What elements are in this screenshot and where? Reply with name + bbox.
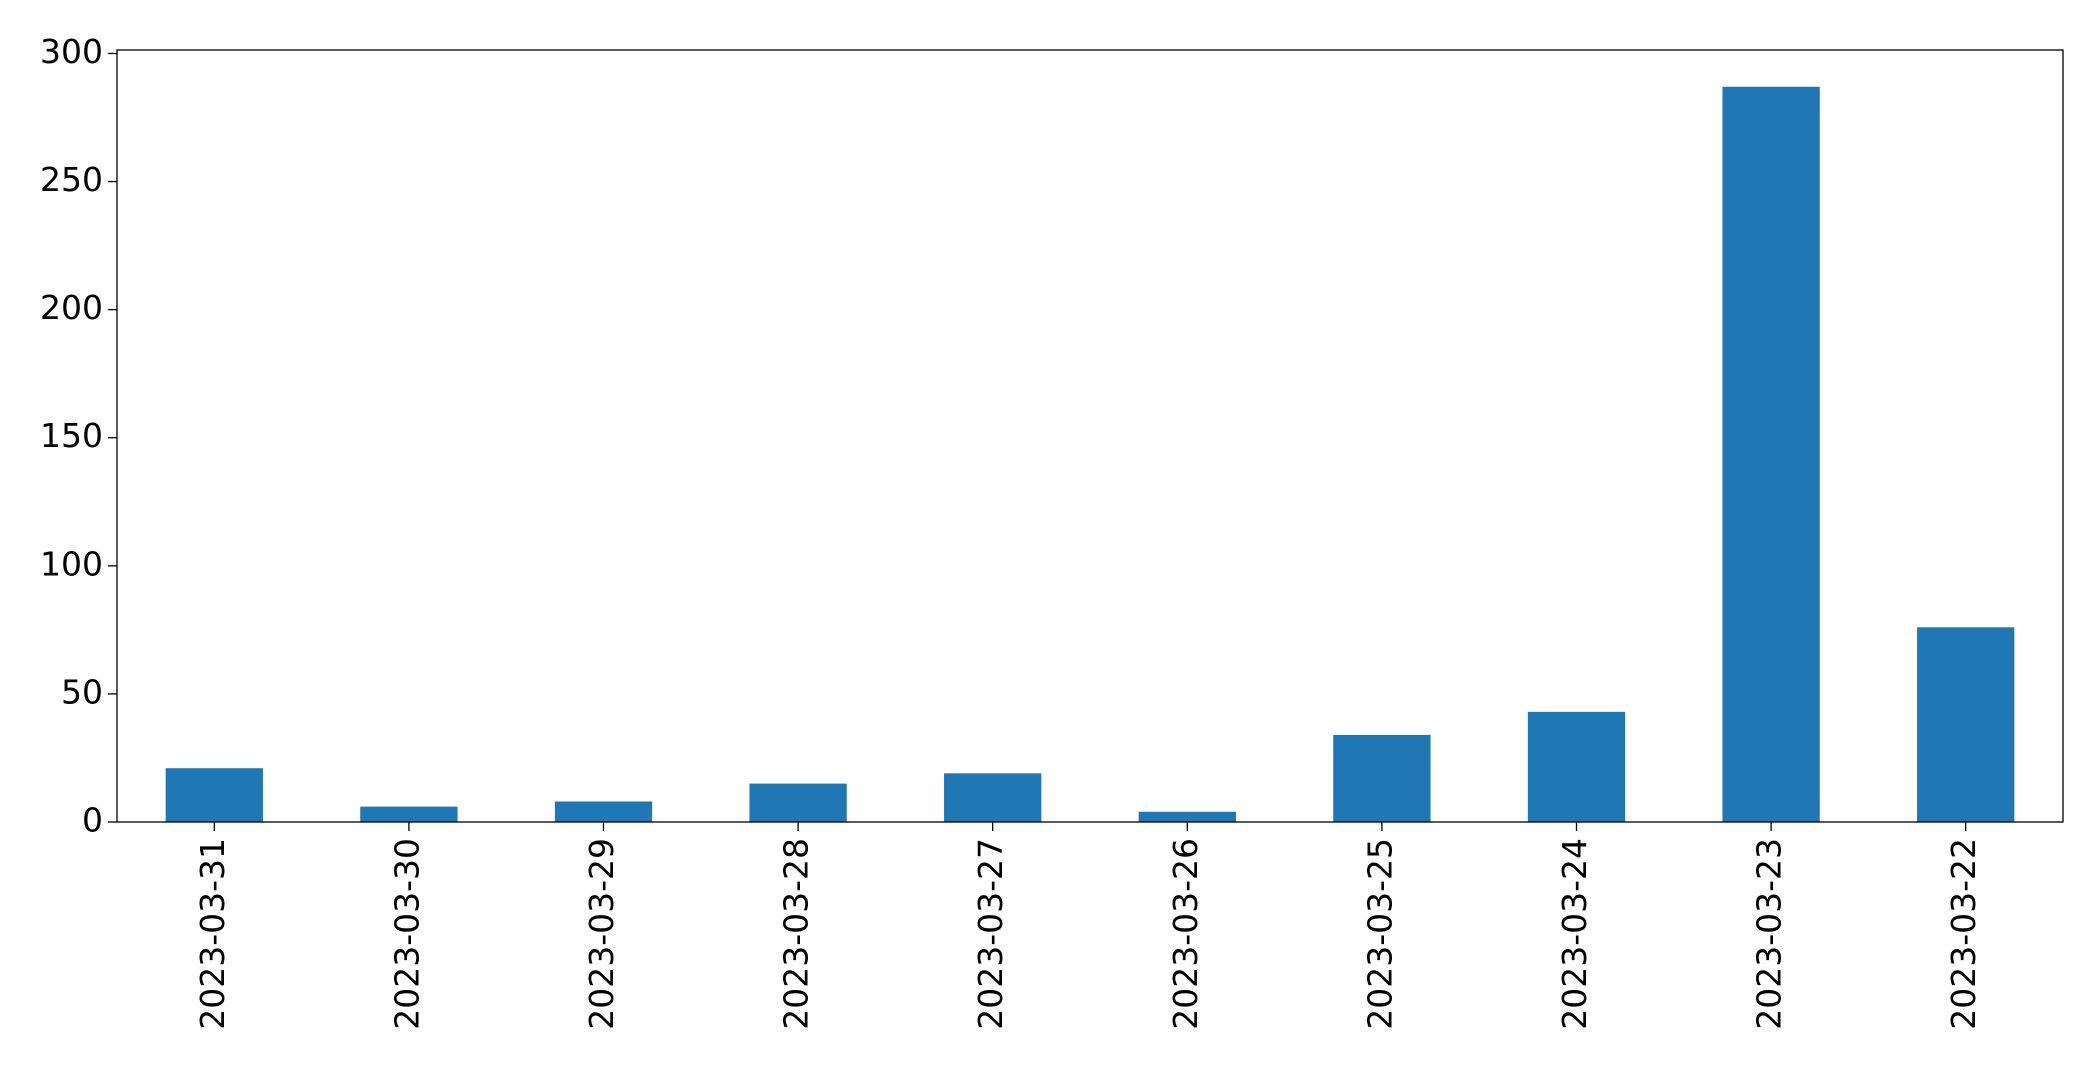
bar: [360, 806, 458, 822]
y-tick-label: 50: [61, 672, 103, 711]
bar: [749, 783, 847, 822]
bar: [944, 773, 1042, 822]
bar: [554, 801, 653, 822]
x-tick-label: 2023-03-24: [1555, 838, 1594, 1030]
x-tick-label: 2023-03-27: [971, 838, 1010, 1030]
x-tick-label: 2023-03-25: [1360, 838, 1399, 1030]
y-tick-label: 0: [82, 801, 103, 840]
plot-frame: [116, 49, 2064, 823]
x-tick-label: 2023-03-22: [1944, 838, 1983, 1030]
x-tick-label: 2023-03-28: [777, 838, 816, 1030]
bar: [1722, 86, 1820, 822]
y-tick-label: 300: [40, 32, 103, 71]
x-tick-label: 2023-03-23: [1750, 838, 1789, 1030]
x-tick-label: 2023-03-29: [582, 838, 621, 1030]
x-tick-label: 2023-03-31: [193, 838, 232, 1030]
x-tick-label: 2023-03-30: [387, 838, 426, 1030]
y-tick-label: 200: [40, 288, 103, 327]
y-tick-label: 250: [40, 160, 103, 199]
bar: [1527, 711, 1626, 822]
y-tick-label: 150: [40, 416, 103, 455]
bar: [165, 768, 263, 822]
x-tick-label: 2023-03-26: [1166, 838, 1205, 1030]
y-tick-label: 100: [40, 544, 103, 583]
bar: [1333, 734, 1431, 822]
bar: [1138, 811, 1236, 822]
bar: [1917, 627, 2015, 822]
